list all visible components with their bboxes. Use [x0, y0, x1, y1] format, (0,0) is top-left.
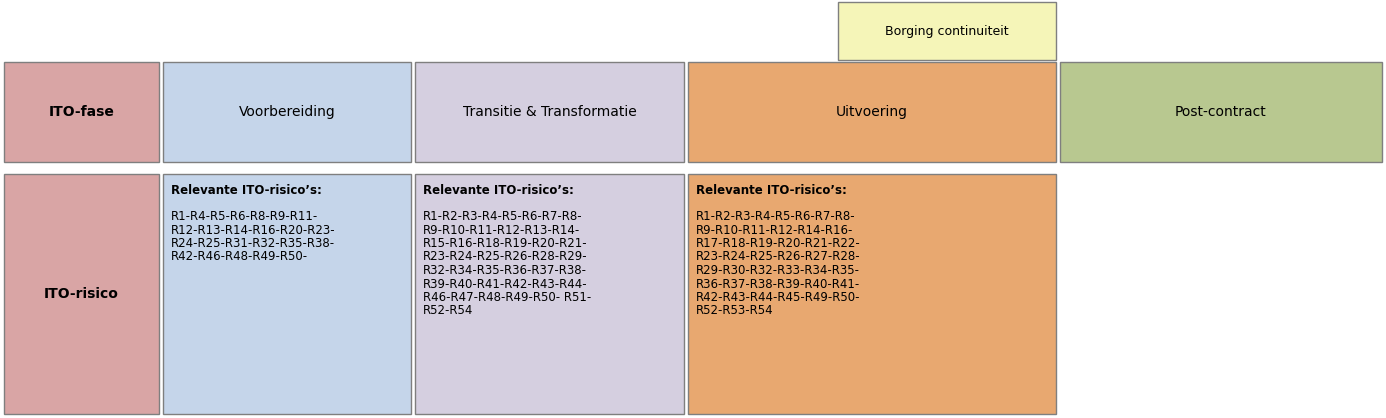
Text: Relevante ITO-risico’s:: Relevante ITO-risico’s:: [423, 184, 574, 197]
Text: ITO-fase: ITO-fase: [49, 105, 115, 119]
FancyBboxPatch shape: [839, 2, 1056, 60]
Text: R42-R43-R44-R45-R49-R50-: R42-R43-R44-R45-R49-R50-: [696, 291, 861, 304]
Text: R15-R16-R18-R19-R20-R21-: R15-R16-R18-R19-R20-R21-: [423, 237, 588, 250]
Text: R23-R24-R25-R26-R27-R28-: R23-R24-R25-R26-R27-R28-: [696, 250, 861, 263]
FancyBboxPatch shape: [4, 174, 159, 414]
Text: R52-R54: R52-R54: [423, 304, 474, 318]
FancyBboxPatch shape: [687, 62, 1056, 162]
Text: Uitvoering: Uitvoering: [836, 105, 908, 119]
Text: R52-R53-R54: R52-R53-R54: [696, 304, 773, 318]
Text: R42-R46-R48-R49-R50-: R42-R46-R48-R49-R50-: [170, 250, 308, 263]
Text: ITO-risico: ITO-risico: [44, 287, 119, 301]
Text: Relevante ITO-risico’s:: Relevante ITO-risico’s:: [696, 184, 847, 197]
FancyBboxPatch shape: [4, 62, 159, 162]
Text: R32-R34-R35-R36-R37-R38-: R32-R34-R35-R36-R37-R38-: [423, 264, 588, 277]
Text: R1-R2-R3-R4-R5-R6-R7-R8-: R1-R2-R3-R4-R5-R6-R7-R8-: [423, 210, 582, 223]
Text: R24-R25-R31-R32-R35-R38-: R24-R25-R31-R32-R35-R38-: [170, 237, 335, 250]
FancyBboxPatch shape: [414, 62, 685, 162]
FancyBboxPatch shape: [164, 174, 412, 414]
Text: R12-R13-R14-R16-R20-R23-: R12-R13-R14-R16-R20-R23-: [170, 224, 335, 237]
Text: R46-R47-R48-R49-R50- R51-: R46-R47-R48-R49-R50- R51-: [423, 291, 592, 304]
Text: R39-R40-R41-R42-R43-R44-: R39-R40-R41-R42-R43-R44-: [423, 278, 588, 291]
Text: R9-R10-R11-R12-R14-R16-: R9-R10-R11-R12-R14-R16-: [696, 224, 854, 237]
FancyBboxPatch shape: [687, 174, 1056, 414]
FancyBboxPatch shape: [1060, 62, 1382, 162]
Text: R1-R2-R3-R4-R5-R6-R7-R8-: R1-R2-R3-R4-R5-R6-R7-R8-: [696, 210, 855, 223]
Text: R9-R10-R11-R12-R13-R14-: R9-R10-R11-R12-R13-R14-: [423, 224, 581, 237]
Text: R23-R24-R25-R26-R28-R29-: R23-R24-R25-R26-R28-R29-: [423, 250, 588, 263]
FancyBboxPatch shape: [164, 62, 412, 162]
Text: Post-contract: Post-contract: [1175, 105, 1267, 119]
Text: R29-R30-R32-R33-R34-R35-: R29-R30-R32-R33-R34-R35-: [696, 264, 859, 277]
Text: R17-R18-R19-R20-R21-R22-: R17-R18-R19-R20-R21-R22-: [696, 237, 861, 250]
Text: R36-R37-R38-R39-R40-R41-: R36-R37-R38-R39-R40-R41-: [696, 278, 861, 291]
Text: Transitie & Transformatie: Transitie & Transformatie: [463, 105, 636, 119]
Text: Borging continuiteit: Borging continuiteit: [886, 25, 1009, 38]
Text: R1-R4-R5-R6-R8-R9-R11-: R1-R4-R5-R6-R8-R9-R11-: [170, 210, 319, 223]
Text: Voorbereiding: Voorbereiding: [238, 105, 335, 119]
Text: Relevante ITO-risico’s:: Relevante ITO-risico’s:: [170, 184, 322, 197]
FancyBboxPatch shape: [414, 174, 685, 414]
